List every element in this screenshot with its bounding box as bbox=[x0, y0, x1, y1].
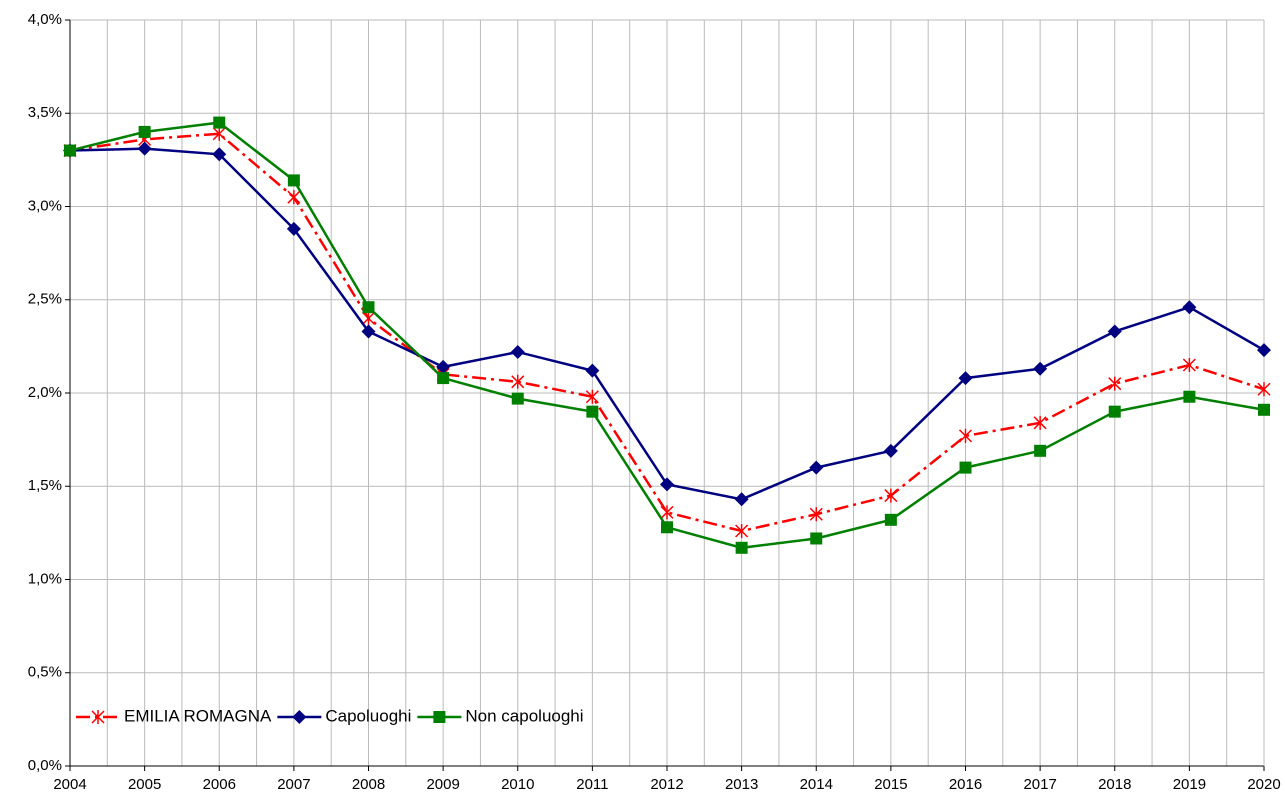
y-tick-label: 2,5% bbox=[28, 291, 62, 308]
marker bbox=[437, 372, 450, 385]
marker bbox=[361, 324, 376, 339]
marker bbox=[1258, 403, 1270, 416]
marker bbox=[1034, 444, 1047, 457]
marker bbox=[436, 359, 451, 374]
marker bbox=[1183, 390, 1196, 403]
x-tick-label: 2011 bbox=[576, 776, 608, 793]
marker bbox=[361, 311, 376, 326]
x-tick-label: 2004 bbox=[53, 776, 86, 793]
marker bbox=[959, 461, 972, 474]
x-tick-label: 2017 bbox=[1023, 776, 1056, 793]
marker bbox=[585, 389, 599, 404]
marker bbox=[884, 513, 897, 526]
y-tick-label: 0,0% bbox=[28, 757, 62, 774]
marker bbox=[1033, 415, 1047, 430]
marker bbox=[734, 492, 749, 507]
legend-label: Non capoluoghi bbox=[465, 706, 583, 725]
y-tick-label: 1,0% bbox=[28, 570, 62, 587]
marker bbox=[1257, 343, 1271, 358]
marker bbox=[884, 488, 898, 503]
marker bbox=[292, 710, 307, 724]
marker bbox=[433, 711, 446, 723]
x-tick-label: 2013 bbox=[725, 776, 758, 793]
marker bbox=[958, 428, 973, 443]
marker bbox=[735, 541, 748, 554]
marker bbox=[362, 301, 375, 314]
x-tick-label: 2008 bbox=[352, 776, 385, 793]
y-tick-label: 3,0% bbox=[28, 197, 62, 214]
x-tick-label: 2006 bbox=[203, 776, 236, 793]
x-tick-label: 2020 bbox=[1247, 776, 1280, 793]
marker bbox=[660, 505, 674, 520]
marker bbox=[287, 190, 301, 205]
marker bbox=[286, 221, 301, 236]
marker bbox=[585, 363, 600, 378]
x-tick-label: 2007 bbox=[277, 776, 310, 793]
marker bbox=[1182, 300, 1197, 315]
marker bbox=[735, 524, 749, 539]
marker bbox=[287, 174, 300, 187]
marker bbox=[1182, 358, 1196, 373]
marker bbox=[1257, 382, 1271, 397]
legend-label: EMILIA ROMAGNA bbox=[124, 706, 272, 725]
marker bbox=[810, 532, 823, 545]
marker bbox=[1108, 405, 1121, 418]
x-tick-label: 2012 bbox=[650, 776, 683, 793]
legend-label: Capoluoghi bbox=[325, 706, 411, 725]
marker bbox=[213, 116, 226, 129]
marker bbox=[511, 392, 524, 405]
marker bbox=[137, 141, 152, 156]
marker bbox=[510, 344, 525, 359]
y-tick-label: 2,0% bbox=[28, 384, 62, 401]
marker bbox=[212, 126, 226, 141]
x-tick-label: 2015 bbox=[874, 776, 907, 793]
x-tick-label: 2019 bbox=[1173, 776, 1206, 793]
x-tick-label: 2005 bbox=[128, 776, 161, 793]
marker bbox=[1033, 361, 1048, 376]
marker bbox=[1108, 376, 1122, 391]
marker bbox=[809, 460, 824, 475]
x-tick-label: 2016 bbox=[949, 776, 982, 793]
x-tick-label: 2018 bbox=[1098, 776, 1131, 793]
y-tick-label: 1,5% bbox=[28, 477, 62, 494]
x-tick-label: 2010 bbox=[501, 776, 534, 793]
marker bbox=[212, 147, 227, 162]
marker bbox=[883, 443, 898, 458]
x-tick-label: 2014 bbox=[800, 776, 833, 793]
marker bbox=[91, 710, 105, 724]
marker bbox=[511, 374, 525, 389]
y-tick-label: 4,0% bbox=[28, 11, 62, 28]
marker bbox=[660, 477, 674, 492]
marker bbox=[661, 521, 673, 534]
marker bbox=[1107, 324, 1122, 339]
y-tick-label: 3,5% bbox=[28, 104, 62, 121]
y-tick-label: 0,5% bbox=[28, 664, 62, 681]
marker bbox=[138, 125, 151, 138]
marker bbox=[958, 371, 973, 386]
marker bbox=[586, 405, 599, 418]
marker bbox=[809, 507, 823, 522]
marker bbox=[64, 144, 76, 157]
x-tick-label: 2009 bbox=[426, 776, 459, 793]
